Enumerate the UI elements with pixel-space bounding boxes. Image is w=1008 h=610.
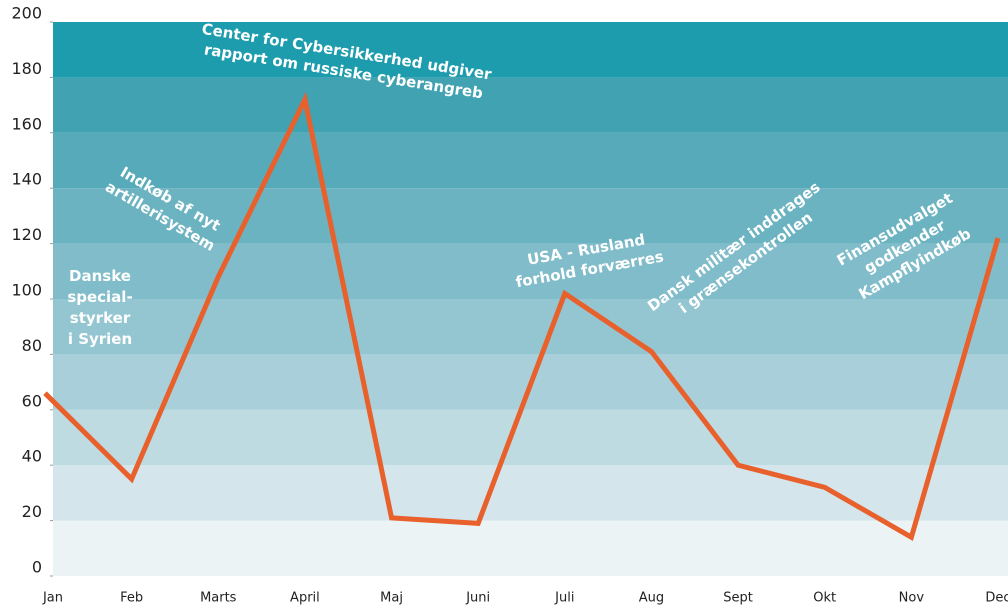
x-tick-label: Feb bbox=[120, 591, 143, 606]
annotation: Danske special-styrker i Syrien bbox=[67, 267, 132, 348]
x-tick-label: April bbox=[290, 591, 320, 606]
y-tick-label: 60 bbox=[22, 391, 42, 410]
y-tick-label: 120 bbox=[11, 225, 42, 244]
line bbox=[43, 91, 1001, 541]
x-tick-label: Maj bbox=[380, 591, 403, 606]
y-tick-label: 200 bbox=[11, 4, 42, 23]
x-tick-label: Nov bbox=[899, 591, 925, 606]
background-band bbox=[53, 132, 1008, 189]
x-tick-label: Sept bbox=[723, 591, 753, 606]
x-tick-label: Juli bbox=[554, 591, 574, 606]
background-band bbox=[53, 520, 1008, 576]
y-tick-label: 40 bbox=[22, 447, 42, 466]
y-tick-label: 80 bbox=[22, 336, 42, 355]
y-tick-label: 180 bbox=[11, 59, 42, 78]
x-tick-label: Aug bbox=[639, 591, 664, 606]
y-tick-label: 0 bbox=[32, 558, 42, 577]
x-tick-label: Marts bbox=[200, 591, 237, 606]
background-band bbox=[53, 188, 1008, 244]
background-band bbox=[53, 409, 1008, 466]
background-band bbox=[53, 465, 1008, 521]
annotation-text: i Syrien bbox=[68, 330, 132, 348]
annotation-text: styrker bbox=[70, 309, 131, 327]
background-band bbox=[53, 22, 1008, 78]
y-tick-label: 20 bbox=[22, 502, 42, 521]
y-tick-label: 140 bbox=[11, 170, 42, 189]
y-tick-label: 160 bbox=[11, 114, 42, 133]
background-band bbox=[53, 299, 1008, 355]
x-tick-label: Dec bbox=[985, 591, 1008, 606]
x-tick-label: Juni bbox=[465, 591, 490, 606]
background-band bbox=[53, 77, 1008, 133]
y-tick-label: 100 bbox=[11, 281, 42, 300]
x-tick-label: Okt bbox=[813, 591, 836, 606]
x-tick-label: Jan bbox=[42, 591, 63, 606]
annotation-text: Danske bbox=[69, 267, 131, 285]
annotation-text: special- bbox=[67, 288, 132, 306]
